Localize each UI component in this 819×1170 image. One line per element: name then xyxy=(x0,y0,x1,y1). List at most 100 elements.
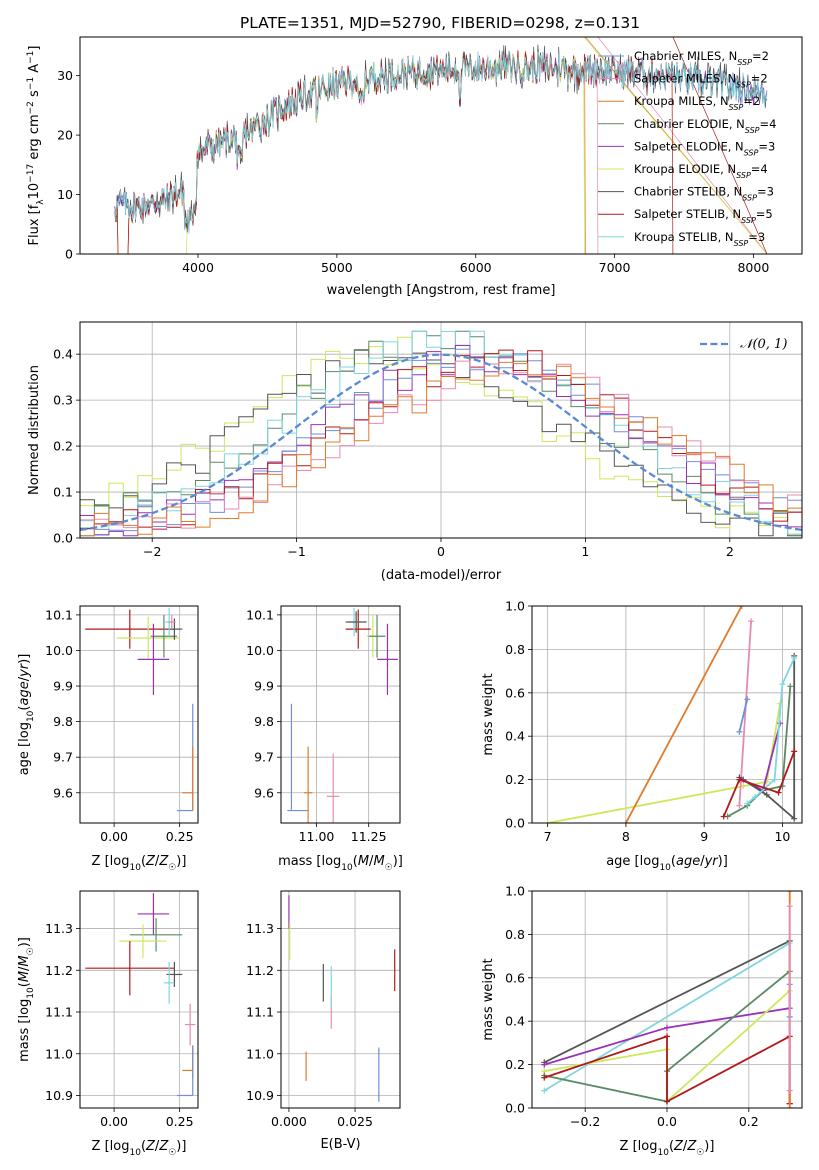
weight-marker-salpeter-miles xyxy=(748,618,755,625)
weight-marker-salpeter-miles xyxy=(786,903,793,910)
label-part: / xyxy=(700,854,705,869)
plot-area xyxy=(287,607,398,823)
y-tick-label: 10.9 xyxy=(45,1088,73,1103)
y-axis-label: Normed distribution xyxy=(27,365,42,495)
x-axis-label: mass [log10(M/M☉)] xyxy=(278,854,403,873)
label-part: 10 xyxy=(129,863,141,873)
label-part: −2 xyxy=(26,101,36,114)
y-tick-label: 11.2 xyxy=(45,963,73,978)
y-tick-label: 9.7 xyxy=(53,750,73,765)
legend-label-main: Chabrier STELIB, N xyxy=(634,185,742,199)
y-tick-label: 9.8 xyxy=(53,714,73,729)
panel-mass-weight-vs-Z: −0.2 0.0 0.20.00.20.40.60.81.0Z [log10(Z/Z… xyxy=(481,884,803,1158)
label-part: / xyxy=(369,854,374,869)
legend-label-main: Salpeter STELIB, N xyxy=(634,207,741,221)
x-tick-label: 0.000 xyxy=(271,1114,307,1129)
y-tick-label: 0.4 xyxy=(53,347,73,362)
label-part: )] xyxy=(17,654,32,664)
weight-line-salpeter-miles xyxy=(738,621,752,806)
label-part: / xyxy=(155,854,160,869)
y-tick-label: 0.2 xyxy=(53,439,73,454)
weight-marker-salpeter-miles xyxy=(786,1087,793,1094)
weight-marker-salpeter-stelib xyxy=(664,1033,670,1040)
y-tick-label: 0.2 xyxy=(505,1057,525,1072)
weight-marker-salpeter-miles xyxy=(736,802,743,809)
legend-label-main: Kroupa STELIB, N xyxy=(634,230,734,244)
panel-residuals: −2 −1 0 1 2 0.0 0.1 0.2 0.3 0.4 𝒩(0, 1) (data-model… xyxy=(27,321,803,583)
label-part: )] xyxy=(176,854,186,869)
weight-marker-kroupa-elodie xyxy=(544,820,551,823)
legend-label-suffix: =2 xyxy=(751,72,768,86)
label-part: 10 xyxy=(659,863,671,873)
axes-frame xyxy=(531,605,803,824)
axes-frame xyxy=(280,605,401,824)
label-part: −1 xyxy=(26,51,36,64)
axes-frame xyxy=(531,890,803,1109)
plot-area xyxy=(85,893,196,1097)
x-axis-label: age [log10(age/yr)] xyxy=(606,854,728,873)
axes-frame xyxy=(79,321,803,539)
x-tick-label: 0.2 xyxy=(739,1114,759,1129)
label-part: age [log xyxy=(17,722,32,775)
label-part: ☉ xyxy=(696,1148,704,1158)
legend-label-sub: SSP xyxy=(729,103,744,112)
weight-marker-salpeter-elodie xyxy=(541,1061,548,1068)
y-tick-label: 9.8 xyxy=(254,714,274,729)
label-part: age xyxy=(17,681,32,705)
y-tick-label: 11.0 xyxy=(246,1046,274,1061)
x-tick-label: 0.25 xyxy=(166,829,194,844)
plot-area xyxy=(85,607,194,812)
label-part: Z xyxy=(158,1139,169,1154)
legend-label-sub: SSP xyxy=(741,216,756,225)
weight-marker-kroupa-miles xyxy=(738,606,745,609)
label-part: / xyxy=(683,1139,688,1154)
legend-label-sub: SSP xyxy=(744,148,759,157)
weight-line-salpeter-stelib xyxy=(722,751,796,817)
legend-label-main: Salpeter ELODIE, N xyxy=(634,139,744,153)
weight-marker-kroupa-stelib xyxy=(791,655,798,662)
y-tick-label: 9.9 xyxy=(53,679,73,694)
x-tick-label: 4000 xyxy=(182,260,214,275)
weight-marker-chabrier-stelib xyxy=(763,791,770,798)
legend-label-main: Kroupa ELODIE, N xyxy=(634,162,736,176)
y-tick-label: 10.1 xyxy=(45,607,73,622)
y-tick-label: 0.8 xyxy=(505,642,525,657)
y-tick-label: 0 xyxy=(65,247,73,262)
label-part: 10 xyxy=(657,1148,669,1158)
x-tick-label: 5000 xyxy=(321,260,353,275)
legend-label-sub: SSP xyxy=(736,171,751,180)
weight-marker-salpeter-stelib xyxy=(791,748,798,755)
weight-line-chabrier-stelib xyxy=(738,655,796,821)
weight-marker-salpeter-elodie xyxy=(664,1024,670,1031)
axes-frame xyxy=(79,890,199,1109)
label-part: mass [log xyxy=(278,854,341,869)
label-part: ] xyxy=(27,46,42,51)
y-tick-label: 20 xyxy=(57,128,73,143)
weight-line-kroupa-stelib xyxy=(543,942,791,1092)
label-part: −1 xyxy=(26,77,36,90)
x-tick-label: 0.00 xyxy=(100,829,128,844)
x-tick-label: 8000 xyxy=(737,260,769,275)
y-tick-label: 10.1 xyxy=(246,607,274,622)
label-part: Z [log xyxy=(620,1139,658,1154)
label-part: age xyxy=(676,854,700,869)
plot-area xyxy=(541,891,793,1108)
legend-label-suffix: =2 xyxy=(743,94,760,108)
y-tick-label: 0.0 xyxy=(505,1101,525,1116)
weight-marker-kroupa-stelib xyxy=(744,800,751,807)
legend-label: Salpeter STELIB, NSSP=5 xyxy=(634,207,773,225)
y-tick-label: 0.6 xyxy=(505,685,525,700)
y-tick-label: 9.7 xyxy=(254,750,274,765)
y-tick-label: 11.1 xyxy=(246,1005,274,1020)
y-tick-label: 11.2 xyxy=(246,963,274,978)
legend-label-sub: SSP xyxy=(736,80,751,89)
x-axis-label: wavelength [Angstrom, rest frame] xyxy=(327,283,556,298)
legend-label: Kroupa MILES, NSSP=2 xyxy=(634,94,760,112)
label-part: ( xyxy=(17,706,32,711)
y-tick-label: 11.3 xyxy=(246,921,274,936)
x-tick-label: −1 xyxy=(287,544,305,559)
x-axis-label: Z [log10(Z/Z☉)] xyxy=(92,1139,187,1158)
y-tick-label: 10 xyxy=(57,187,73,202)
y-tick-label: 9.6 xyxy=(254,785,274,800)
y-tick-label: 0.3 xyxy=(53,393,73,408)
